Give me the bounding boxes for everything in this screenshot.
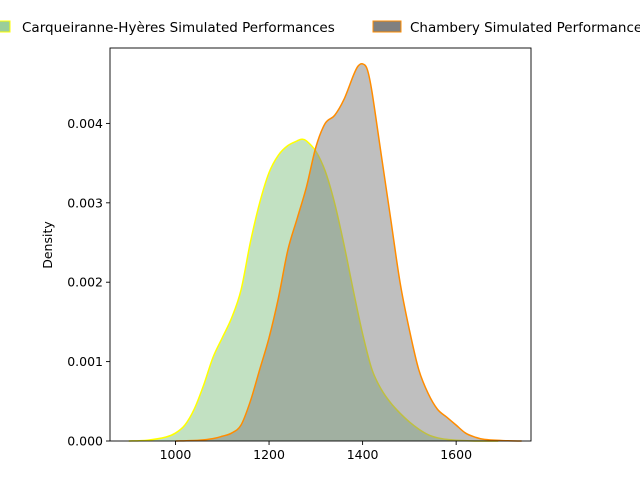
legend-swatch-chambery bbox=[372, 20, 402, 33]
y-tick-label-2: 0.002 bbox=[67, 275, 103, 290]
x-tick-label-1000: 1000 bbox=[160, 447, 192, 462]
y-axis-label: Density bbox=[40, 221, 55, 269]
axes: 1000 1200 1400 1600 0.000 0.001 0.002 0.003 0.00… bbox=[67, 47, 532, 462]
density-area-chambery bbox=[175, 63, 522, 441]
x-tick-label-1600: 1600 bbox=[440, 447, 472, 462]
axes-frame bbox=[109, 47, 532, 442]
y-tick-label-0: 0.000 bbox=[67, 434, 103, 449]
y-tick-label-4: 0.004 bbox=[67, 116, 103, 131]
legend: Carqueiranne-Hyères Simulated Performanc… bbox=[0, 20, 640, 36]
x-tick-label-1200: 1200 bbox=[253, 447, 285, 462]
legend-swatch-carqueiranne bbox=[0, 20, 11, 33]
y-tick-label-1: 0.001 bbox=[67, 354, 103, 369]
legend-label-carqueiranne: Carqueiranne-Hyères Simulated Performanc… bbox=[22, 20, 335, 36]
x-tick-label-1400: 1400 bbox=[347, 447, 379, 462]
legend-label-chambery: Chambery Simulated Performances bbox=[410, 20, 640, 36]
plot-area bbox=[128, 62, 522, 442]
density-line-chambery bbox=[175, 62, 522, 442]
y-tick-label-3: 0.003 bbox=[67, 195, 103, 210]
